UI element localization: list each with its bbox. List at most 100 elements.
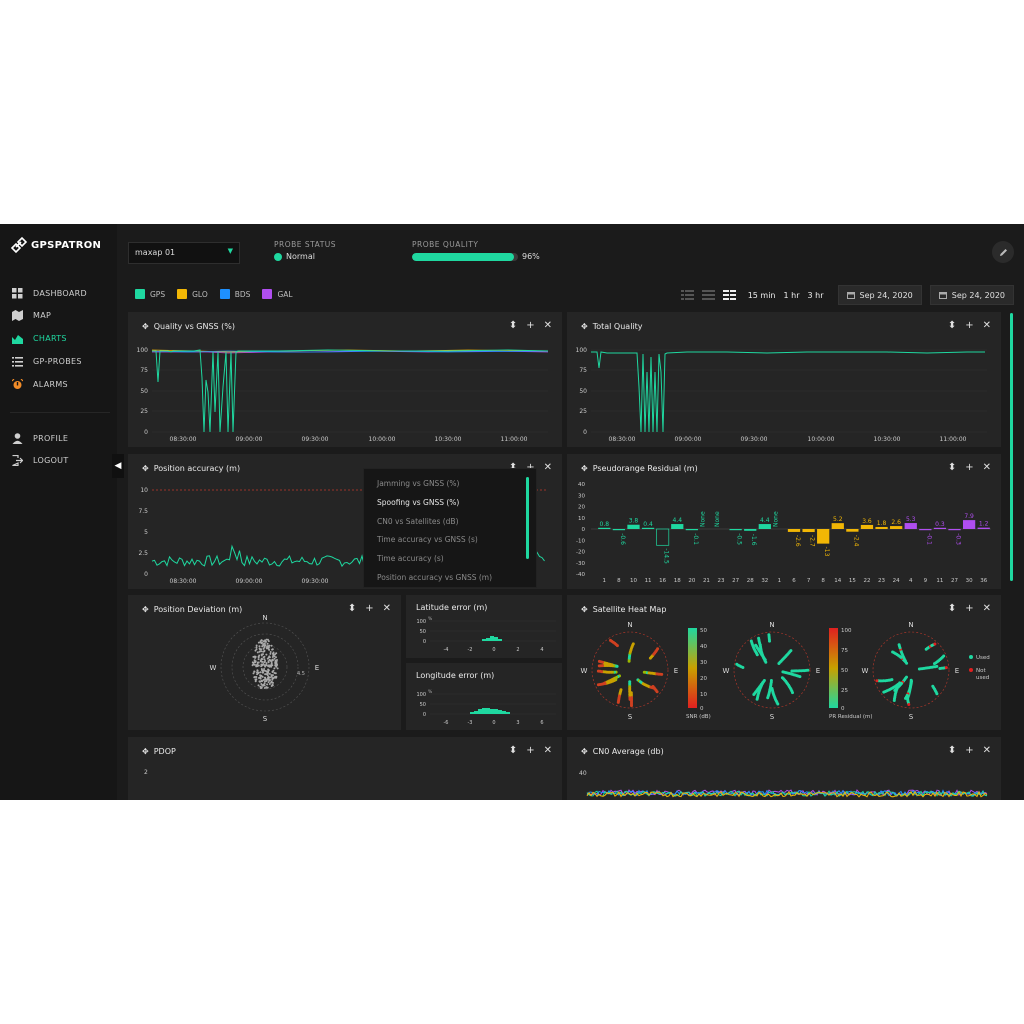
close-icon[interactable]: ✕	[382, 603, 391, 614]
dropdown-item[interactable]: Time accuracy (s)	[377, 554, 444, 563]
bar[interactable]	[904, 523, 917, 529]
bar[interactable]	[933, 527, 947, 529]
y-tick: 75	[140, 367, 148, 374]
bar[interactable]	[875, 526, 888, 529]
bar[interactable]	[627, 524, 640, 529]
logo[interactable]: GPSPATRON	[10, 236, 101, 254]
sidebar-item-dashboard[interactable]: DASHBOARD	[12, 288, 87, 299]
dropdown-item[interactable]: CN0 vs Satellites (dB)	[377, 517, 459, 526]
bar[interactable]	[962, 520, 976, 529]
close-icon[interactable]: ✕	[982, 745, 991, 756]
sidebar-item-charts[interactable]: CHARTS	[12, 333, 67, 344]
add-icon[interactable]: +	[965, 745, 974, 756]
range-15min-button[interactable]: 15 min	[747, 290, 776, 300]
bar[interactable]	[758, 524, 771, 529]
move-icon[interactable]: ✥	[581, 322, 588, 331]
layout-list-icon[interactable]	[680, 290, 694, 300]
bar[interactable]	[948, 529, 961, 531]
deviation-point	[252, 655, 255, 658]
bar[interactable]	[641, 527, 655, 529]
deviation-point	[254, 649, 257, 652]
pin-icon[interactable]: ⬍	[947, 745, 957, 756]
bar[interactable]	[890, 526, 903, 529]
bar[interactable]	[729, 529, 742, 531]
sidebar-item-gp-probes[interactable]: GP-PROBES	[12, 356, 82, 367]
pin-icon[interactable]: ⬍	[347, 603, 357, 614]
pin-icon[interactable]: ⬍	[947, 320, 957, 331]
probe-select[interactable]: maxap 01 ▼	[128, 242, 240, 264]
page-scrollbar[interactable]	[1010, 313, 1013, 581]
x-tick: 09:00:00	[675, 436, 702, 443]
move-icon[interactable]: ✥	[581, 747, 588, 756]
compass-w: W	[581, 667, 588, 675]
add-icon[interactable]: +	[965, 603, 974, 614]
sidebar-item-profile[interactable]: PROFILE	[12, 433, 68, 444]
dropdown-item[interactable]: Position accuracy vs GNSS (m)	[377, 573, 493, 582]
bar[interactable]	[846, 529, 859, 532]
close-icon[interactable]: ✕	[543, 462, 552, 473]
add-icon[interactable]: +	[965, 462, 974, 473]
legend-item-bds[interactable]: BDS	[219, 289, 250, 299]
pin-icon[interactable]: ⬍	[947, 603, 957, 614]
bar[interactable]	[612, 529, 626, 531]
close-icon[interactable]: ✕	[543, 745, 552, 756]
dropdown-scrollbar[interactable]	[526, 477, 529, 559]
bar[interactable]	[817, 529, 830, 544]
add-icon[interactable]: +	[526, 745, 535, 756]
close-icon[interactable]: ✕	[982, 603, 991, 614]
sidebar-item-logout[interactable]: LOGOUT	[12, 455, 69, 466]
satellite-point	[907, 703, 911, 706]
pin-icon[interactable]: ⬍	[508, 320, 518, 331]
bar[interactable]	[860, 524, 874, 529]
sidebar-item-map[interactable]: MAP	[12, 310, 51, 321]
layout-grid-icon[interactable]	[722, 290, 736, 300]
bar[interactable]	[744, 529, 757, 531]
y-tick: 40	[578, 482, 585, 488]
bar[interactable]	[977, 527, 990, 529]
add-icon[interactable]: +	[365, 603, 374, 614]
close-icon[interactable]: ✕	[982, 320, 991, 331]
dropdown-item[interactable]: Time accuracy vs GNSS (s)	[377, 535, 478, 544]
add-icon[interactable]: +	[965, 320, 974, 331]
sidebar-item-alarms[interactable]: ALARMS	[12, 379, 68, 390]
close-icon[interactable]: ✕	[543, 320, 552, 331]
range-3hr-button[interactable]: 3 hr	[807, 290, 824, 300]
pin-icon[interactable]: ⬍	[508, 745, 518, 756]
bar[interactable]	[598, 527, 611, 529]
edit-button[interactable]	[992, 241, 1014, 263]
move-icon[interactable]: ✥	[142, 322, 149, 331]
bar[interactable]	[831, 523, 844, 529]
dropdown-item[interactable]: Spoofing vs GNSS (%)	[377, 498, 460, 507]
add-icon[interactable]: +	[526, 320, 535, 331]
compass-w: W	[210, 664, 217, 672]
add-icon[interactable]: +	[526, 462, 534, 473]
deviation-point	[275, 665, 278, 668]
snr-scale: 50 40 30 20 10 0	[700, 628, 707, 712]
legend-item-glo[interactable]: GLO	[177, 289, 208, 299]
move-icon[interactable]: ✥	[142, 747, 149, 756]
pin-icon[interactable]: ⬍	[947, 462, 957, 473]
bar[interactable]	[671, 524, 684, 529]
y-tick: 100	[416, 619, 426, 625]
legend-item-gps[interactable]: GPS	[135, 289, 165, 299]
move-icon[interactable]: ✥	[581, 605, 588, 614]
date-to-picker[interactable]: Sep 24, 2020	[929, 285, 1014, 305]
deviation-point	[261, 641, 264, 644]
bar[interactable]	[656, 528, 670, 546]
bar[interactable]	[685, 529, 698, 531]
move-icon[interactable]: ✥	[142, 464, 149, 473]
bar[interactable]	[787, 529, 801, 532]
dropdown-item[interactable]: Jamming vs GNSS (%)	[377, 479, 460, 488]
move-icon[interactable]: ✥	[581, 464, 588, 473]
deviation-point	[265, 653, 268, 656]
range-1hr-button[interactable]: 1 hr	[783, 290, 800, 300]
pin-icon[interactable]: ⬍	[509, 462, 517, 473]
bar[interactable]	[919, 529, 932, 531]
layout-rows-icon[interactable]	[701, 290, 715, 300]
bar[interactable]	[802, 529, 815, 533]
collapse-sidebar-button[interactable]: ◀	[112, 454, 124, 478]
legend-item-gal[interactable]: GAL	[262, 289, 293, 299]
date-from-picker[interactable]: Sep 24, 2020	[837, 285, 922, 305]
move-icon[interactable]: ✥	[142, 605, 149, 614]
close-icon[interactable]: ✕	[982, 462, 991, 473]
